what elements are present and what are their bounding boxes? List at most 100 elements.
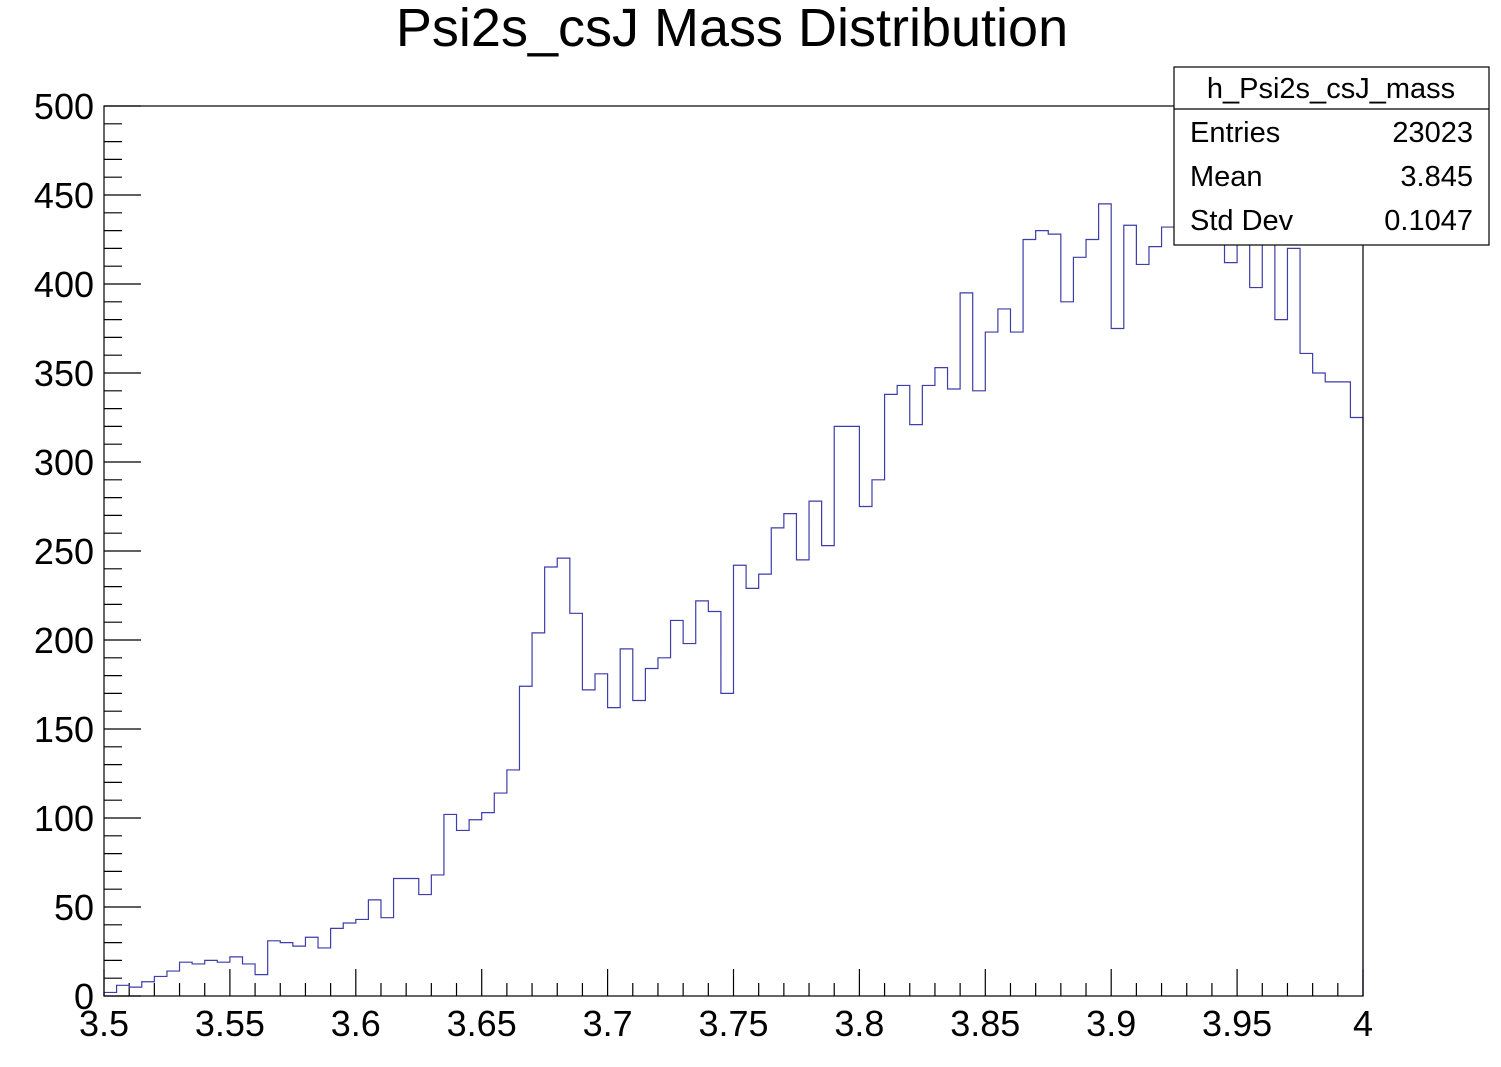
histogram-bin bbox=[759, 574, 772, 996]
histogram-bin bbox=[1174, 204, 1187, 996]
histogram-bin bbox=[1010, 332, 1023, 996]
histogram-bin bbox=[444, 814, 457, 996]
histogram-bin bbox=[167, 971, 180, 996]
stats-stddev-value: 0.1047 bbox=[1384, 205, 1473, 237]
x-axis: 3.5 3.55 3.6 3.65 3.7 3.75 3.8 3.85 3.9 3.95 4 bbox=[79, 969, 1373, 1044]
histogram-bin bbox=[1073, 257, 1086, 996]
y-axis: 0 50 100 150 200 250 300 350 400 450 500 bbox=[34, 86, 141, 1017]
histogram-bin bbox=[1275, 320, 1288, 996]
histogram-bin bbox=[645, 668, 658, 996]
histogram-bin bbox=[746, 588, 759, 996]
histogram-bin bbox=[242, 964, 255, 996]
y-tick-label: 500 bbox=[34, 86, 94, 127]
histogram-bin bbox=[620, 649, 633, 996]
histogram-bin bbox=[507, 770, 520, 996]
histogram-bin bbox=[406, 879, 419, 996]
histogram-bin bbox=[557, 558, 570, 996]
histogram-bin bbox=[721, 693, 734, 996]
histogram-bin bbox=[230, 957, 243, 996]
histogram-bin bbox=[343, 923, 356, 996]
histogram-bin bbox=[935, 368, 948, 996]
histogram-bin bbox=[822, 546, 835, 996]
histogram-bin bbox=[1287, 248, 1300, 996]
histogram-bin bbox=[368, 900, 381, 996]
histogram-bin bbox=[1023, 240, 1036, 997]
histogram-bin bbox=[1111, 329, 1124, 997]
histogram-bin bbox=[1187, 181, 1200, 996]
y-tick-label: 50 bbox=[54, 887, 94, 928]
histogram-bin bbox=[998, 309, 1011, 996]
histogram-bin bbox=[1250, 288, 1263, 996]
histogram-bin bbox=[809, 501, 822, 996]
histogram-bin bbox=[545, 567, 558, 996]
histogram-bin bbox=[469, 820, 482, 996]
histogram-bin bbox=[293, 946, 306, 996]
x-tick-label: 3.95 bbox=[1202, 1003, 1272, 1044]
histogram-bin bbox=[897, 385, 910, 996]
x-tick-label: 3.75 bbox=[698, 1003, 768, 1044]
y-tick-label: 0 bbox=[74, 976, 94, 1017]
histogram-bin bbox=[205, 960, 218, 996]
histogram-bin bbox=[154, 976, 167, 996]
x-tick-label: 3.65 bbox=[447, 1003, 517, 1044]
histogram-bin bbox=[1300, 353, 1313, 996]
histogram-bin bbox=[1325, 382, 1338, 996]
histogram-bin bbox=[671, 620, 684, 996]
histogram-bin bbox=[1262, 227, 1275, 996]
histogram-bin bbox=[948, 389, 961, 996]
y-tick-label: 350 bbox=[34, 353, 94, 394]
stats-box: h_Psi2s_csJ_mass Entries 23023 Mean 3.84… bbox=[1173, 66, 1490, 246]
histogram-bin bbox=[834, 426, 847, 996]
histogram-bin bbox=[457, 830, 470, 996]
histogram-bin bbox=[1048, 234, 1061, 996]
histogram-bin bbox=[1237, 191, 1250, 996]
plot-frame bbox=[103, 105, 1364, 997]
histogram-bin bbox=[180, 962, 193, 996]
x-tick-label: 4 bbox=[1353, 1003, 1373, 1044]
histogram-bin bbox=[394, 879, 407, 996]
histogram-bin bbox=[305, 937, 318, 996]
y-tick-label: 250 bbox=[34, 531, 94, 572]
histogram-bin bbox=[570, 613, 583, 996]
histogram-bin bbox=[696, 601, 709, 996]
histogram-bin bbox=[381, 918, 394, 996]
histogram-bin bbox=[1199, 227, 1212, 996]
histogram-bin bbox=[658, 658, 671, 996]
histogram-bin bbox=[1124, 225, 1137, 996]
histogram-bin bbox=[519, 686, 532, 996]
histogram-bin bbox=[280, 943, 293, 996]
histogram-bin bbox=[1313, 373, 1326, 996]
histogram-bin bbox=[192, 964, 205, 996]
stats-mean-label: Mean bbox=[1190, 161, 1263, 193]
stats-stddev-label: Std Dev bbox=[1190, 205, 1294, 237]
y-tick-label: 100 bbox=[34, 798, 94, 839]
histogram-bin bbox=[268, 941, 281, 996]
histogram-bin bbox=[482, 813, 495, 996]
y-tick-label: 450 bbox=[34, 175, 94, 216]
histogram-bin bbox=[973, 391, 986, 996]
y-tick-label: 200 bbox=[34, 620, 94, 661]
histogram-bin bbox=[1212, 204, 1225, 996]
histogram-bin bbox=[331, 928, 344, 996]
histogram-bin bbox=[734, 565, 747, 996]
histogram-bin bbox=[872, 480, 885, 996]
histogram-bin bbox=[771, 528, 784, 996]
histogram-bin bbox=[582, 690, 595, 996]
histogram-bin bbox=[633, 701, 646, 996]
stats-entries-label: Entries bbox=[1190, 117, 1280, 149]
x-tick-label: 3.8 bbox=[834, 1003, 884, 1044]
x-tick-label: 3.5 bbox=[79, 1003, 129, 1044]
histogram-bin bbox=[1036, 231, 1049, 996]
histogram-bin bbox=[1350, 418, 1363, 997]
histogram-bin bbox=[796, 560, 809, 996]
histogram-bin bbox=[608, 708, 621, 996]
histogram-bin bbox=[960, 293, 973, 996]
y-tick-label: 400 bbox=[34, 264, 94, 305]
x-tick-label: 3.85 bbox=[950, 1003, 1020, 1044]
histogram-bin bbox=[1225, 263, 1238, 996]
histogram-bin bbox=[1338, 382, 1351, 996]
chart-title: Psi2s_csJ Mass Distribution bbox=[396, 0, 1068, 58]
stats-entries-value: 23023 bbox=[1392, 117, 1473, 149]
stats-box-frame bbox=[1173, 66, 1490, 246]
histogram-bin bbox=[356, 919, 369, 996]
